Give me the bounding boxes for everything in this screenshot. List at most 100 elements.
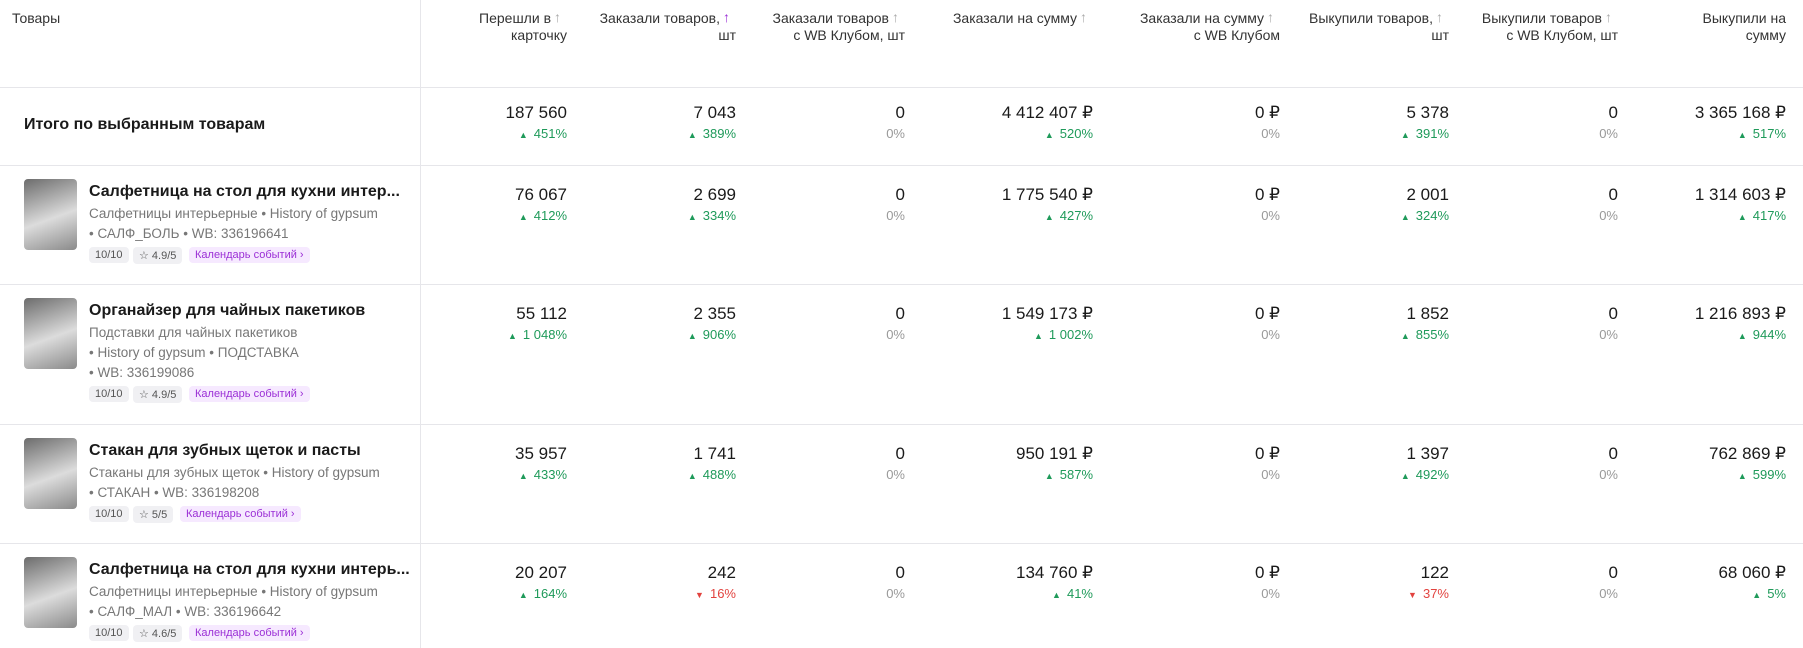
column-header[interactable]: Заказали товаров: [772, 10, 889, 26]
metric-value: 1 549 173 ₽: [1001, 304, 1093, 323]
metric-change: ▲ 391%: [1259, 126, 1449, 141]
change-text: 41%: [1066, 586, 1093, 601]
column-header[interactable]: Перешли в: [479, 10, 551, 26]
change-text: 0%: [886, 126, 905, 141]
sort-icon[interactable]: ↑: [723, 9, 730, 25]
metric-value: 5 378: [1406, 103, 1449, 122]
product-name[interactable]: Салфетница на стол для кухни интер...: [89, 183, 400, 200]
column-header[interactable]: с WB Клубом, шт: [1506, 27, 1618, 43]
trend-icon: ▲: [518, 130, 528, 140]
trend-icon: ▲: [1400, 471, 1410, 481]
metric-value: 950 191 ₽: [1016, 444, 1093, 463]
metric-value: 0: [895, 444, 905, 463]
sort-icon[interactable]: ↑: [554, 9, 561, 25]
change-text: 433%: [533, 467, 567, 482]
product-meta: Салфетницы интерьерные • History of gyps…: [89, 584, 378, 599]
metric-value: 242: [707, 563, 736, 582]
rating-badge: ☆ 4.6/5: [133, 625, 183, 642]
trend-icon: ▲: [1044, 130, 1054, 140]
metric-value: 0 ₽: [1255, 304, 1280, 323]
metric-value: 0: [1608, 103, 1618, 122]
product-image: [24, 298, 77, 369]
column-header[interactable]: Выкупили на: [1702, 10, 1786, 26]
column-header[interactable]: шт: [1431, 27, 1449, 43]
column-header[interactable]: с WB Клубом: [1193, 27, 1280, 43]
trend-icon: ▲: [687, 471, 697, 481]
metric-value: 76 067: [515, 185, 567, 204]
metric-value: 0 ₽: [1255, 444, 1280, 463]
metric-value: 3 365 168 ₽: [1694, 103, 1786, 122]
column-header[interactable]: с WB Клубом, шт: [793, 27, 905, 43]
trend-icon: ▲: [1737, 130, 1747, 140]
metric-value: 0: [1608, 304, 1618, 323]
product-image: [24, 557, 77, 628]
metric-value: 1 775 540 ₽: [1001, 185, 1093, 204]
score-badge: 10/10: [89, 506, 129, 522]
metric-value: 0: [895, 103, 905, 122]
metric-value: 122: [1420, 563, 1449, 582]
star-icon: ☆: [139, 389, 152, 401]
metric-value: 7 043: [693, 103, 736, 122]
change-text: 520%: [1059, 126, 1093, 141]
metric-change: ▲ 944%: [1596, 327, 1786, 342]
metric-change: 0%: [715, 467, 905, 482]
product-name[interactable]: Салфетница на стол для кухни интерь...: [89, 561, 410, 578]
change-text: 944%: [1752, 327, 1786, 342]
event-tag[interactable]: Календарь событий ›: [189, 386, 310, 402]
metric-change: 0%: [715, 126, 905, 141]
metric-change: ▲ 517%: [1596, 126, 1786, 141]
product-meta: • САЛФ_МАЛ • WB: 336196642: [89, 604, 282, 619]
change-text: 0%: [886, 586, 905, 601]
product-name[interactable]: Стакан для зубных щеток и пасты: [89, 442, 361, 459]
metric-change: ▲ 389%: [546, 126, 736, 141]
rating-text: 5/5: [151, 509, 168, 521]
sort-icon[interactable]: ↑: [1605, 9, 1612, 25]
change-text: 492%: [1415, 467, 1449, 482]
product-meta: • САЛФ_БОЛЬ • WB: 336196641: [89, 226, 289, 241]
change-text: 451%: [533, 126, 567, 141]
rating-text: 4.6/5: [151, 628, 177, 640]
metric-value: 187 560: [505, 103, 567, 122]
metric-change: ▼ 16%: [546, 586, 736, 601]
sort-icon[interactable]: ↑: [1436, 9, 1443, 25]
trend-icon: ▲: [687, 130, 697, 140]
change-text: 0%: [1599, 126, 1618, 141]
change-text: 412%: [533, 208, 567, 223]
metric-value: 1 741: [693, 444, 736, 463]
column-header[interactable]: карточку: [510, 27, 567, 43]
column-header[interactable]: Товары: [12, 10, 61, 26]
trend-icon: ▲: [1400, 130, 1410, 140]
metric-change: 0%: [1428, 327, 1618, 342]
change-text: 0%: [1261, 126, 1280, 141]
metric-change: ▲ 855%: [1259, 327, 1449, 342]
metric-change: ▲ 324%: [1259, 208, 1449, 223]
event-tag[interactable]: Календарь событий ›: [189, 625, 310, 641]
metric-change: ▲ 492%: [1259, 467, 1449, 482]
metric-change: 0%: [715, 327, 905, 342]
change-text: 587%: [1059, 467, 1093, 482]
product-name[interactable]: Органайзер для чайных пакетиков: [89, 302, 366, 319]
product-meta: • СТАКАН • WB: 336198208: [89, 485, 260, 500]
rating-text: 4.9/5: [151, 389, 177, 401]
sort-icon[interactable]: ↑: [1267, 9, 1274, 25]
column-header[interactable]: Заказали на сумму: [952, 10, 1077, 26]
column-header[interactable]: Выкупили товаров,: [1309, 10, 1433, 26]
metric-change: ▲ 334%: [546, 208, 736, 223]
sort-icon[interactable]: ↑: [892, 9, 899, 25]
column-header[interactable]: Заказали товаров,: [599, 10, 720, 26]
row-divider: [0, 165, 1803, 166]
change-text: 0%: [1599, 467, 1618, 482]
column-header[interactable]: сумму: [1745, 27, 1786, 43]
column-header[interactable]: Выкупили товаров: [1481, 10, 1602, 26]
metric-value: 68 060 ₽: [1718, 563, 1786, 582]
change-text: 488%: [702, 467, 736, 482]
event-tag[interactable]: Календарь событий ›: [180, 506, 301, 522]
change-text: 0%: [1261, 208, 1280, 223]
column-header[interactable]: шт: [718, 27, 736, 43]
sort-icon[interactable]: ↑: [1080, 9, 1087, 25]
metric-value: 0 ₽: [1255, 563, 1280, 582]
change-text: 906%: [702, 327, 736, 342]
trend-icon: ▲: [1737, 331, 1747, 341]
column-header[interactable]: Заказали на сумму: [1139, 10, 1264, 26]
event-tag[interactable]: Календарь событий ›: [189, 247, 310, 263]
